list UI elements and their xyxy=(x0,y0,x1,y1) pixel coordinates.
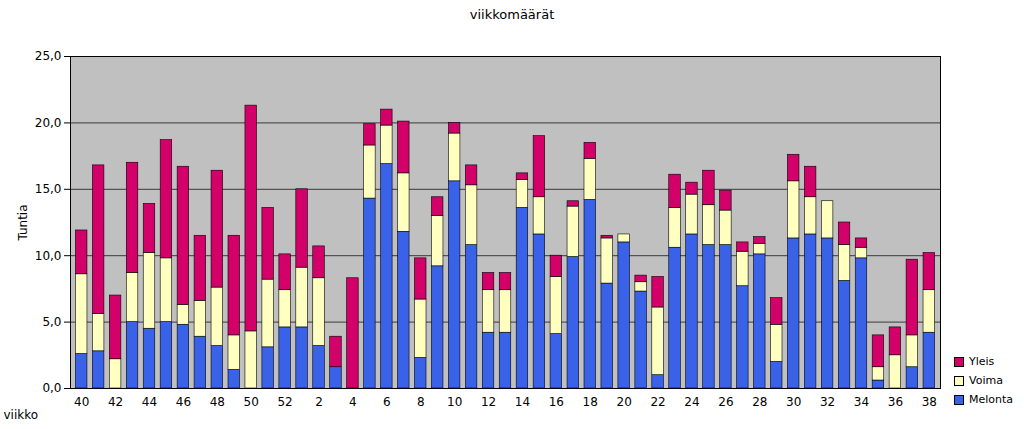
svg-text:8: 8 xyxy=(417,395,425,409)
html-text:viikkomäärät: viikkomäärät xyxy=(469,7,555,22)
svg-text:20,0: 20,0 xyxy=(35,116,62,130)
svg-text:36: 36 xyxy=(888,395,903,409)
svg-text:6: 6 xyxy=(383,395,391,409)
svg-text:0,0: 0,0 xyxy=(42,381,61,395)
svg-text:50: 50 xyxy=(244,395,259,409)
svg-text:4: 4 xyxy=(349,395,357,409)
svg-text:5,0: 5,0 xyxy=(42,315,61,329)
svg-text:30: 30 xyxy=(786,395,801,409)
svg-text:34: 34 xyxy=(854,395,869,409)
svg-text:24: 24 xyxy=(684,395,699,409)
html-text:Yleis: Yleis xyxy=(969,355,995,368)
svg-text:14: 14 xyxy=(515,395,530,409)
svg-text:20: 20 xyxy=(617,395,632,409)
svg-text:44: 44 xyxy=(142,395,157,409)
svg-text:12: 12 xyxy=(481,395,496,409)
svg-text:48: 48 xyxy=(210,395,225,409)
svg-text:15,0: 15,0 xyxy=(35,182,62,196)
svg-text:16: 16 xyxy=(549,395,564,409)
svg-text:2: 2 xyxy=(315,395,323,409)
html-text:Melonta: Melonta xyxy=(969,393,1014,406)
svg-text:10,0: 10,0 xyxy=(35,249,62,263)
svg-text:32: 32 xyxy=(820,395,835,409)
svg-text:38: 38 xyxy=(922,395,937,409)
svg-text:10: 10 xyxy=(447,395,462,409)
svg-text:26: 26 xyxy=(718,395,733,409)
svg-text:22: 22 xyxy=(650,395,665,409)
svg-text:viikko: viikko xyxy=(4,408,39,422)
html-text:Voima: Voima xyxy=(969,374,1003,387)
svg-text:28: 28 xyxy=(752,395,767,409)
svg-text:46: 46 xyxy=(176,395,191,409)
svg-text:42: 42 xyxy=(108,395,123,409)
svg-text:52: 52 xyxy=(277,395,292,409)
svg-text:40: 40 xyxy=(74,395,89,409)
svg-text:25,0: 25,0 xyxy=(35,49,62,63)
svg-text:18: 18 xyxy=(583,395,598,409)
svg-text:Tuntia: Tuntia xyxy=(16,204,30,241)
